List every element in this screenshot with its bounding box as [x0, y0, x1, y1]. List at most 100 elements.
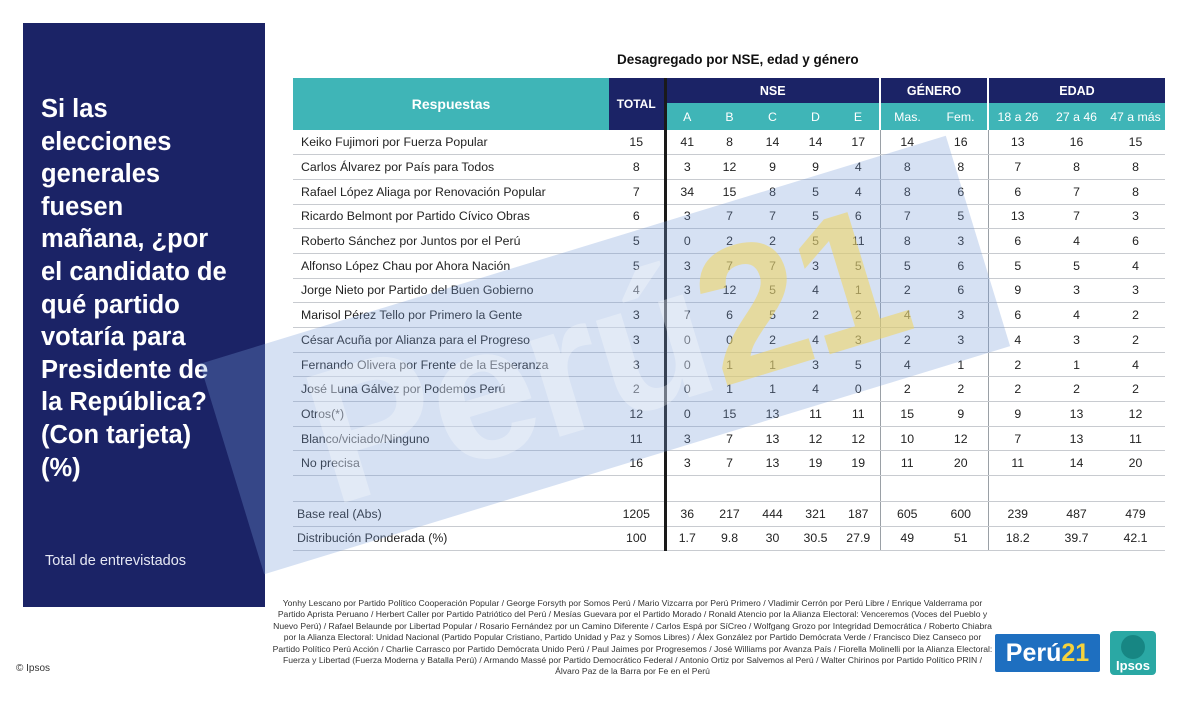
- ipsos-logo-word: Ipsos: [1116, 658, 1150, 673]
- value-cell: 8: [879, 179, 934, 205]
- value-cell: 3: [665, 278, 708, 304]
- total-cell: 15: [609, 130, 667, 156]
- row-label: Ricardo Belmont por Partido Cívico Obras: [293, 204, 609, 230]
- table-row: No precisa 16 3 7 13 19 19 11 20 11 14 20: [293, 450, 1165, 477]
- value-cell: 6: [708, 302, 751, 328]
- table-row: Carlos Álvarez por País para Todos 8 3 12 9 9…: [293, 154, 1165, 180]
- value-cell: 3: [665, 253, 708, 279]
- value-cell: 1: [934, 352, 988, 378]
- value-cell: 8: [879, 228, 934, 254]
- total-cell: 100: [609, 526, 667, 552]
- table-row: Roberto Sánchez por Juntos por el Perú 5 0…: [293, 228, 1165, 254]
- value-cell: 5: [751, 278, 794, 304]
- value-cell: 0: [837, 376, 880, 403]
- value-cell: 600: [934, 501, 988, 527]
- total-cell: 2: [609, 376, 667, 403]
- value-cell: 12: [1106, 401, 1165, 427]
- question-line: la República?: [41, 388, 207, 417]
- table-title: Desagregado por NSE, edad y género: [617, 52, 859, 67]
- table-row: Fernando Olivera por Frente de la Espera…: [293, 352, 1165, 378]
- question-line: Presidente de: [41, 355, 209, 384]
- base-row: Base real (Abs) 1205 36 217 444 321 187 605 600 2…: [293, 501, 1165, 527]
- value-cell: 3: [665, 204, 708, 230]
- value-cell: 8: [751, 179, 794, 205]
- value-cell: 0: [665, 352, 708, 378]
- value-cell: 7: [665, 302, 708, 328]
- spacer-cell: [837, 475, 880, 503]
- value-cell: 217: [708, 501, 751, 527]
- spacer-cell: [293, 475, 609, 503]
- header-edad-27-46: 27 a 46: [1047, 103, 1106, 130]
- value-cell: 13: [751, 450, 794, 477]
- value-cell: 3: [665, 154, 708, 180]
- value-cell: 8: [1106, 154, 1165, 180]
- value-cell: 11: [794, 401, 837, 427]
- value-cell: 0: [665, 228, 708, 254]
- value-cell: 8: [1047, 154, 1106, 180]
- value-cell: 7: [708, 450, 751, 477]
- value-cell: 4: [837, 154, 880, 180]
- value-cell: 42.1: [1106, 526, 1165, 552]
- value-cell: 6: [1106, 228, 1165, 254]
- value-cell: 12: [837, 426, 880, 452]
- value-cell: 17: [837, 130, 880, 156]
- ipsos-logo: Ipsos: [1110, 631, 1156, 675]
- ipsos-logo-circle-icon: [1121, 635, 1145, 659]
- peru21-logo: Perú 21: [995, 634, 1100, 672]
- row-label: Fernando Olivera por Frente de la Espera…: [293, 352, 609, 378]
- value-cell: 15: [1106, 130, 1165, 156]
- value-cell: 0: [708, 327, 751, 353]
- value-cell: 13: [987, 130, 1047, 156]
- value-cell: 5: [879, 253, 934, 279]
- value-cell: 7: [751, 204, 794, 230]
- value-cell: 5: [987, 253, 1047, 279]
- value-cell: 15: [708, 179, 751, 205]
- value-cell: 14: [879, 130, 934, 156]
- value-cell: 2: [934, 376, 988, 403]
- table-row: Keiko Fujimori por Fuerza Popular 15 41 8 14…: [293, 130, 1165, 156]
- value-cell: 10: [879, 426, 934, 452]
- table-row: Marisol Pérez Tello por Primero la Gente…: [293, 302, 1165, 328]
- header-respuestas: Respuestas: [293, 78, 609, 131]
- table-row: José Luna Gálvez por Podemos Perú 2 0 1 1 4 0 2…: [293, 376, 1165, 403]
- question-line: elecciones: [41, 127, 172, 156]
- spacer-cell: [934, 475, 988, 503]
- spacer-cell: [1106, 475, 1165, 503]
- question-line: el candidato de: [41, 257, 227, 286]
- value-cell: 49: [879, 526, 934, 552]
- value-cell: 14: [1047, 450, 1106, 477]
- header-nse-d: D: [794, 103, 837, 130]
- header-nse: NSE: [665, 78, 880, 103]
- peru21-logo-number: 21: [1061, 638, 1090, 667]
- question-text: Si las elecciones generales fuesen mañana, ¿…: [41, 93, 256, 484]
- value-cell: 7: [1047, 204, 1106, 230]
- value-cell: 11: [987, 450, 1047, 477]
- total-cell: 11: [609, 426, 667, 452]
- copyright-text: © Ipsos: [16, 663, 51, 674]
- value-cell: 30: [751, 526, 794, 552]
- value-cell: 6: [987, 228, 1047, 254]
- value-cell: 7: [708, 204, 751, 230]
- value-cell: 11: [837, 228, 880, 254]
- value-cell: 19: [794, 450, 837, 477]
- value-cell: 0: [665, 327, 708, 353]
- value-cell: 2: [1106, 302, 1165, 328]
- value-cell: 0: [665, 376, 708, 403]
- value-cell: 4: [794, 327, 837, 353]
- value-cell: 5: [794, 179, 837, 205]
- value-cell: 41: [665, 130, 708, 156]
- total-cell: 5: [609, 228, 667, 254]
- value-cell: 2: [837, 302, 880, 328]
- question-line: mañana, ¿por: [41, 225, 209, 254]
- table-row: Ricardo Belmont por Partido Cívico Obras…: [293, 204, 1165, 230]
- header-edad-18-26: 18 a 26: [987, 103, 1047, 130]
- value-cell: 1: [837, 278, 880, 304]
- header-total: TOTAL: [609, 78, 667, 130]
- value-cell: 3: [794, 253, 837, 279]
- spacer-cell: [879, 475, 934, 503]
- value-cell: 9.8: [708, 526, 751, 552]
- value-cell: 16: [934, 130, 988, 156]
- value-cell: 4: [1047, 228, 1106, 254]
- row-label: Blanco/viciado/Ninguno: [293, 426, 609, 452]
- value-cell: 3: [934, 228, 988, 254]
